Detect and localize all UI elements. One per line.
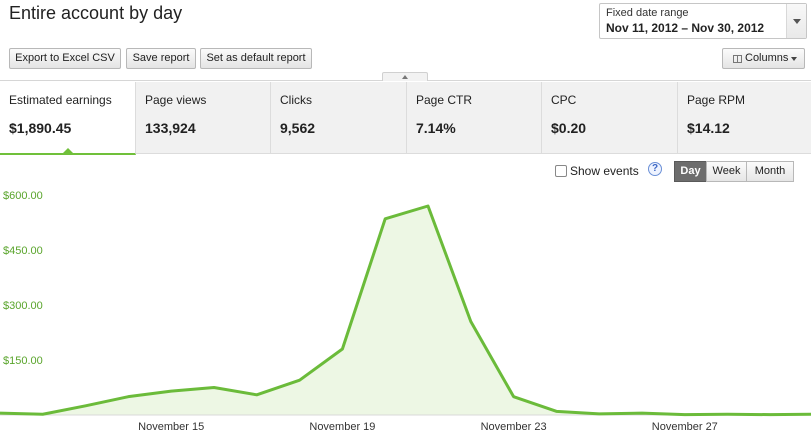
y-tick-label: $600.00 xyxy=(3,190,43,202)
metric-tab-page-rpm[interactable]: Page RPM $14.12 xyxy=(678,82,811,154)
date-range-value: Nov 11, 2012 – Nov 30, 2012 xyxy=(606,21,764,35)
metric-value: 7.14% xyxy=(416,120,456,136)
metric-value: 133,924 xyxy=(145,120,196,136)
metric-tab-page-ctr[interactable]: Page CTR 7.14% xyxy=(407,82,542,154)
x-tick-label: November 19 xyxy=(309,421,375,433)
metric-value: $1,890.45 xyxy=(9,120,71,136)
collapse-toggle[interactable] xyxy=(382,72,428,81)
x-tick-label: November 27 xyxy=(652,421,718,433)
show-events-label: Show events xyxy=(570,164,639,178)
columns-button[interactable]: Columns xyxy=(722,48,805,69)
metric-value: $14.12 xyxy=(687,120,730,136)
granularity-month-button[interactable]: Month xyxy=(746,161,794,182)
date-range-label: Fixed date range xyxy=(606,7,689,19)
page-title: Entire account by day xyxy=(9,3,182,24)
granularity-week-button[interactable]: Week xyxy=(706,161,747,182)
chevron-down-icon[interactable] xyxy=(786,4,806,38)
help-icon[interactable]: ? xyxy=(648,162,662,176)
metric-label: CPC xyxy=(551,93,576,107)
set-default-report-button[interactable]: Set as default report xyxy=(200,48,312,69)
metric-label: Page RPM xyxy=(687,93,745,107)
metric-label: Estimated earnings xyxy=(9,93,112,107)
metrics-bar: Estimated earnings $1,890.45 Page views … xyxy=(0,82,811,154)
granularity-day-button[interactable]: Day xyxy=(674,161,707,182)
metric-label: Page views xyxy=(145,93,206,107)
metric-label: Page CTR xyxy=(416,93,472,107)
y-tick-label: $300.00 xyxy=(3,300,43,312)
date-range-picker[interactable]: Fixed date range Nov 11, 2012 – Nov 30, … xyxy=(599,3,807,39)
columns-label: Columns xyxy=(745,49,788,68)
caret-down-icon xyxy=(791,57,797,61)
active-pointer-icon xyxy=(63,148,73,153)
metric-value: 9,562 xyxy=(280,120,315,136)
columns-grid-icon xyxy=(733,55,742,63)
x-tick-label: November 15 xyxy=(138,421,204,433)
y-tick-label: $150.00 xyxy=(3,355,43,367)
metric-tab-estimated-earnings[interactable]: Estimated earnings $1,890.45 xyxy=(0,82,136,155)
earnings-chart: $150.00 $300.00 $450.00 $600.00 November 15 N… xyxy=(0,180,811,435)
metric-tab-cpc[interactable]: CPC $0.20 xyxy=(542,82,678,154)
chevron-up-icon xyxy=(402,75,408,79)
y-tick-label: $450.00 xyxy=(3,245,43,257)
show-events-checkbox[interactable] xyxy=(555,165,567,177)
export-csv-button[interactable]: Export to Excel CSV xyxy=(9,48,121,69)
save-report-button[interactable]: Save report xyxy=(126,48,196,69)
earnings-area xyxy=(0,206,811,415)
metric-value: $0.20 xyxy=(551,120,586,136)
x-tick-label: November 23 xyxy=(481,421,547,433)
metric-tab-clicks[interactable]: Clicks 9,562 xyxy=(271,82,407,154)
metric-tab-page-views[interactable]: Page views 133,924 xyxy=(136,82,271,154)
metric-label: Clicks xyxy=(280,93,312,107)
